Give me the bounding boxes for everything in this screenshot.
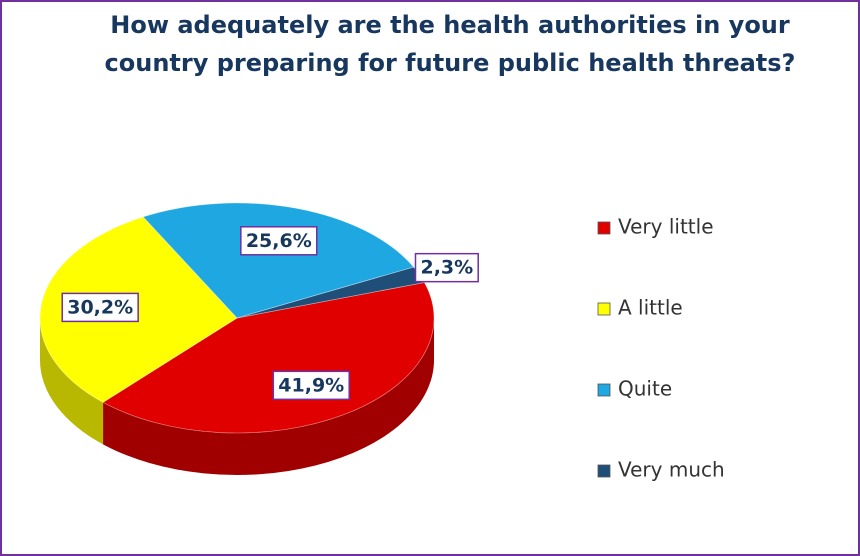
slice-side [103, 318, 434, 475]
legend-swatch [597, 221, 611, 235]
legend-swatch [597, 383, 611, 397]
legend-label: A little [618, 296, 683, 320]
slice-side [39, 318, 104, 445]
label-box [414, 252, 479, 283]
data-label: 41,9% [278, 374, 344, 396]
data-label: 2,3% [420, 257, 473, 279]
legend-swatch [597, 302, 611, 316]
data-label-box: 30,2% [61, 292, 139, 323]
legend-label: Very much [618, 458, 725, 482]
label-box [240, 226, 318, 256]
legend-label: Very little [618, 215, 714, 239]
slice [102, 282, 435, 434]
legend-swatch [597, 464, 611, 478]
legend-label: Quite [618, 377, 672, 401]
data-label-box: 2,3% [414, 252, 479, 283]
data-label-box: 25,6% [240, 226, 318, 256]
data-label: 30,2% [67, 296, 133, 318]
label-box [272, 370, 350, 401]
data-label-box: 41,9% [272, 370, 350, 401]
slice [142, 202, 415, 319]
chart-title: How adequately are the health authoritie… [104, 11, 796, 77]
label-box [61, 292, 139, 323]
data-label: 25,6% [246, 230, 312, 252]
